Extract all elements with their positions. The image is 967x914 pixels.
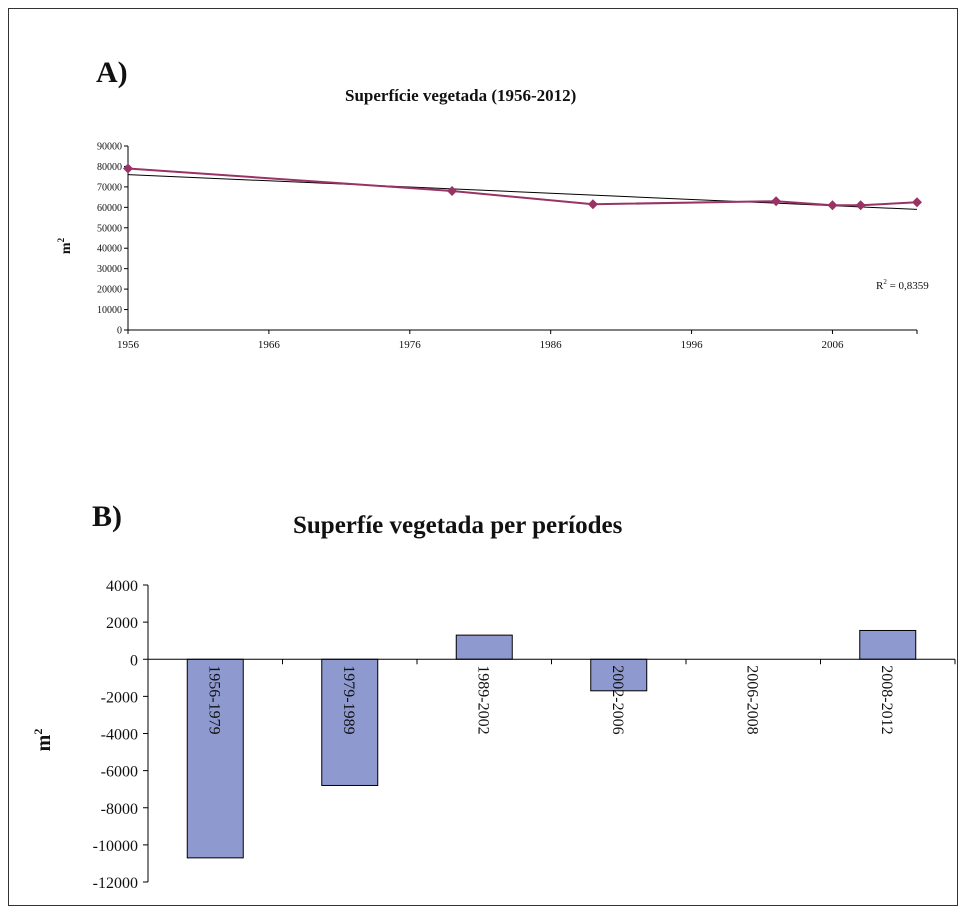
bar [321, 658, 379, 786]
y-tick-label: 0 [130, 652, 138, 669]
y-tick-label: 0 [117, 326, 122, 337]
data-point [771, 196, 782, 207]
data-point [912, 197, 922, 208]
y-tick-label: 80000 [97, 162, 122, 173]
y-tick-label: -6000 [101, 764, 138, 781]
category-label: 1979-1989 [340, 665, 357, 734]
x-tick-label: 1996 [681, 339, 704, 351]
y-tick-label: 40000 [97, 244, 122, 255]
y-tick-label: 30000 [97, 264, 122, 275]
panel-b-label: B) [92, 500, 122, 533]
y-tick-label: 10000 [97, 305, 122, 316]
x-tick-label: 1976 [399, 339, 422, 351]
y-tick-label: -2000 [101, 689, 138, 706]
category-label: 2008-2012 [878, 665, 895, 734]
bar [455, 634, 513, 660]
figure-frame [8, 8, 958, 906]
bar [186, 658, 244, 859]
chart-a-title: Superfície vegetada (1956-2012) [345, 86, 577, 105]
y-tick-label: 2000 [106, 615, 138, 632]
x-tick-label: 1966 [258, 339, 281, 351]
y-tick-label: 90000 [97, 142, 122, 153]
data-point [447, 185, 458, 196]
x-tick-label: 1956 [117, 339, 140, 351]
data-point [123, 163, 133, 174]
bar [590, 658, 648, 692]
category-label: 2002-2006 [609, 665, 626, 734]
bar [859, 629, 917, 660]
y-tick-label: -8000 [101, 801, 138, 818]
category-label: 1989-2002 [474, 665, 491, 734]
x-tick-label: 2006 [821, 339, 844, 351]
y-tick-label: -12000 [93, 875, 138, 892]
x-tick-label: 1986 [540, 339, 563, 351]
data-point [827, 200, 838, 211]
panel-a-label: A) [96, 56, 128, 89]
y-tick-label: 4000 [106, 578, 138, 595]
category-label: 1956-1979 [205, 665, 222, 734]
y-tick-label: 50000 [97, 223, 122, 234]
category-label: 2006-2008 [743, 665, 760, 734]
trend-line [127, 174, 918, 210]
y-axis-label: m2 [31, 729, 55, 752]
y-tick-label: 20000 [97, 285, 122, 296]
data-point [855, 200, 866, 211]
y-tick-label: -10000 [93, 838, 138, 855]
y-tick-label: 70000 [97, 182, 122, 193]
chart-b-title: Superfíe vegetada per períodes [293, 512, 623, 539]
y-tick-label: 60000 [97, 203, 122, 214]
r-squared-label: R2 = 0,8359 [876, 278, 929, 292]
y-tick-label: -4000 [101, 727, 138, 744]
data-point [587, 199, 598, 210]
